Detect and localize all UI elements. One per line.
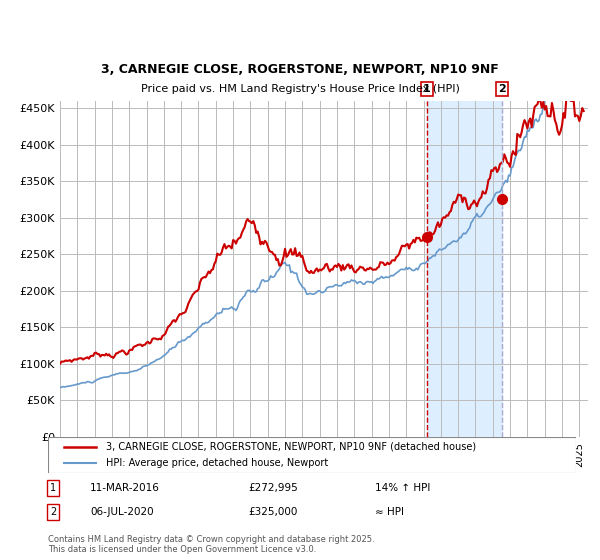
Text: £325,000: £325,000	[248, 507, 298, 517]
Text: 3, CARNEGIE CLOSE, ROGERSTONE, NEWPORT, NP10 9NF: 3, CARNEGIE CLOSE, ROGERSTONE, NEWPORT, …	[101, 63, 499, 76]
Text: HPI: Average price, detached house, Newport: HPI: Average price, detached house, Newp…	[106, 458, 328, 468]
Text: 1: 1	[423, 84, 431, 94]
Text: 11-MAR-2016: 11-MAR-2016	[90, 483, 160, 493]
Text: Price paid vs. HM Land Registry's House Price Index (HPI): Price paid vs. HM Land Registry's House …	[140, 84, 460, 94]
Text: £272,995: £272,995	[248, 483, 298, 493]
Text: 3, CARNEGIE CLOSE, ROGERSTONE, NEWPORT, NP10 9NF (detached house): 3, CARNEGIE CLOSE, ROGERSTONE, NEWPORT, …	[106, 442, 476, 452]
Text: 06-JUL-2020: 06-JUL-2020	[90, 507, 154, 517]
Text: Contains HM Land Registry data © Crown copyright and database right 2025.
This d: Contains HM Land Registry data © Crown c…	[48, 535, 374, 554]
Bar	[427, 101, 502, 437]
Text: 14% ↑ HPI: 14% ↑ HPI	[376, 483, 431, 493]
Text: 2: 2	[50, 507, 56, 517]
FancyBboxPatch shape	[48, 437, 576, 473]
Text: 1: 1	[50, 483, 56, 493]
Text: ≈ HPI: ≈ HPI	[376, 507, 404, 517]
Text: 2: 2	[498, 84, 505, 94]
